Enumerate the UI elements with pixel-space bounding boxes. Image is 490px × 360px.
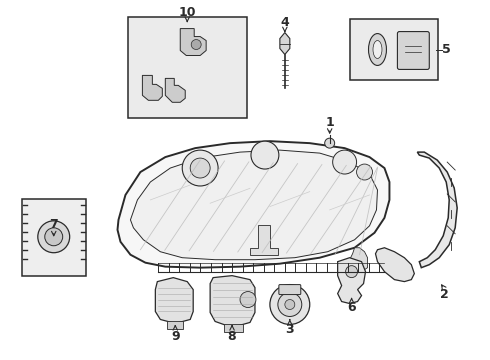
FancyBboxPatch shape	[223, 324, 243, 332]
Polygon shape	[165, 78, 185, 102]
Circle shape	[45, 228, 63, 246]
Polygon shape	[210, 276, 255, 328]
Circle shape	[345, 266, 358, 278]
Polygon shape	[417, 152, 457, 268]
Polygon shape	[155, 278, 193, 323]
FancyBboxPatch shape	[22, 199, 86, 276]
Circle shape	[357, 164, 372, 180]
Polygon shape	[130, 150, 377, 260]
Text: 3: 3	[286, 323, 294, 336]
Polygon shape	[250, 225, 278, 255]
Text: 7: 7	[49, 218, 58, 231]
Circle shape	[251, 141, 279, 169]
FancyBboxPatch shape	[128, 17, 247, 118]
Text: 9: 9	[171, 330, 179, 343]
Text: 10: 10	[178, 6, 196, 19]
Ellipse shape	[373, 41, 382, 58]
FancyBboxPatch shape	[397, 32, 429, 69]
Circle shape	[190, 158, 210, 178]
Text: 8: 8	[228, 330, 236, 343]
FancyBboxPatch shape	[349, 19, 438, 80]
Text: 5: 5	[442, 43, 451, 56]
Polygon shape	[118, 141, 390, 268]
Text: 4: 4	[280, 16, 289, 29]
Polygon shape	[338, 258, 366, 303]
Polygon shape	[375, 248, 415, 282]
Circle shape	[182, 150, 218, 186]
Text: 6: 6	[347, 301, 356, 314]
Circle shape	[270, 285, 310, 324]
Polygon shape	[349, 248, 368, 272]
FancyBboxPatch shape	[279, 285, 301, 294]
Circle shape	[325, 138, 335, 148]
Polygon shape	[143, 75, 162, 100]
Circle shape	[240, 292, 256, 307]
Ellipse shape	[368, 33, 387, 66]
FancyBboxPatch shape	[167, 321, 183, 329]
Text: 1: 1	[325, 116, 334, 129]
Circle shape	[333, 150, 357, 174]
Circle shape	[278, 293, 302, 316]
Text: 2: 2	[440, 288, 449, 301]
Polygon shape	[280, 32, 290, 54]
Circle shape	[191, 40, 201, 50]
Circle shape	[38, 221, 70, 253]
Circle shape	[285, 300, 295, 310]
Polygon shape	[180, 28, 206, 55]
